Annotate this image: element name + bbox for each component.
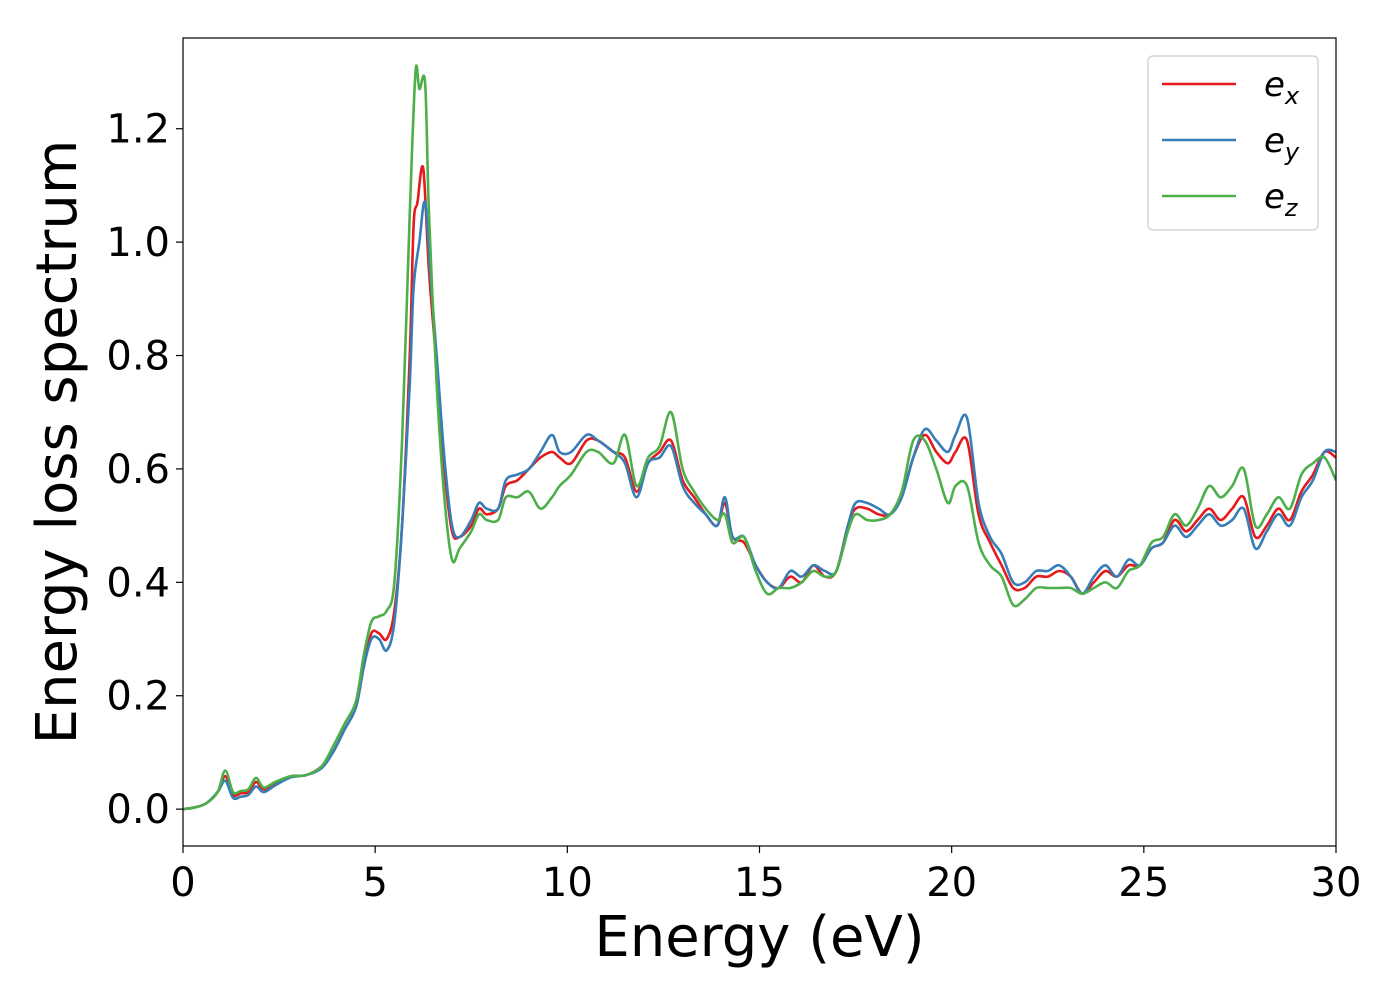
legend-label-z: ez: [1264, 177, 1299, 222]
series-line-x: [183, 164, 1336, 811]
x-axis-title: Energy (eV): [594, 905, 924, 970]
y-tick-label: 0.6: [106, 447, 170, 493]
x-tick-label: 15: [734, 860, 785, 906]
x-tick-label: 10: [542, 860, 593, 906]
x-tick-label: 5: [362, 860, 387, 906]
y-tick-label: 0.8: [106, 334, 170, 380]
y-tick-label: 0.2: [106, 674, 170, 720]
x-tick-label: 20: [926, 860, 977, 906]
series-line-z: [183, 64, 1336, 811]
x-axis-ticks: 0 5 10 15 20 25 30: [170, 846, 1361, 906]
series-layer: [183, 64, 1336, 811]
x-tick-label: 25: [1118, 860, 1169, 906]
x-tick-label: 30: [1311, 860, 1362, 906]
x-tick-label: 0: [170, 860, 195, 906]
y-tick-label: 1.2: [106, 107, 170, 153]
y-axis-ticks: 0.0 0.2 0.4 0.6 0.8 1.0 1.2: [106, 107, 183, 833]
y-axis-title: Energy loss spectrum: [25, 140, 90, 745]
legend-box: [1147, 55, 1319, 231]
y-tick-label: 0.4: [106, 560, 170, 606]
y-tick-label: 0.0: [106, 787, 170, 833]
series-line-y: [183, 200, 1336, 811]
y-tick-label: 1.0: [106, 220, 170, 266]
